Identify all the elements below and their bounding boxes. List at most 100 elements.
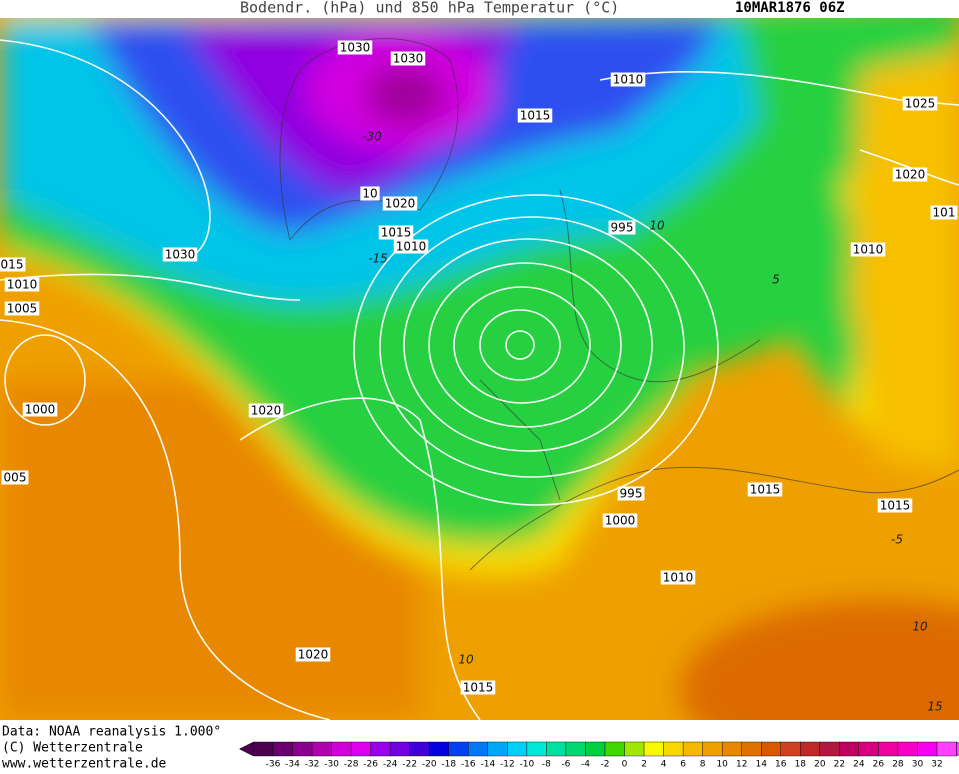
colorbar-swatch (917, 741, 938, 757)
colorbar-label: -8 (542, 760, 551, 770)
colorbar-swatch (839, 741, 860, 757)
isobar-label: 1015 (750, 483, 781, 497)
isobar-label-box (617, 486, 645, 501)
colorbar-label: -14 (480, 760, 495, 770)
temperature-label: -15 (368, 252, 388, 266)
colorbar-swatch (624, 741, 645, 757)
isobar-label: 1000 (25, 403, 56, 417)
isobar-label: 1020 (385, 197, 416, 211)
colorbar-label: -6 (561, 760, 570, 770)
isobar-label-box (460, 680, 496, 695)
isobar-label-box (393, 239, 429, 254)
isobar-label-box (0, 257, 26, 272)
isobar-label: 005 (4, 471, 27, 485)
isobar-label-box (337, 40, 373, 55)
colorbar-label: 28 (892, 760, 904, 770)
colorbar-label: -26 (363, 760, 378, 770)
colorbar-label: -22 (402, 760, 417, 770)
colorbar-swatch (526, 741, 547, 757)
colorbar-label: 6 (680, 760, 686, 770)
colorbar-swatch (507, 741, 528, 757)
colorbar-label: 20 (814, 760, 826, 770)
colorbar-label: 2 (641, 760, 647, 770)
colorbar-swatch (878, 741, 899, 757)
temperature-label: 10 (649, 219, 665, 233)
colorbar-swatch (350, 741, 371, 757)
isobar-label: 995 (620, 487, 643, 501)
isobar-label-box (608, 220, 636, 235)
colorbar-label: 30 (912, 760, 924, 770)
colorbar-swatch (936, 741, 957, 757)
colorbar-arrow-right (956, 741, 959, 757)
colorbar-swatch (858, 741, 879, 757)
isobar-label: 015 (1, 258, 24, 272)
colorbar-label: 14 (756, 760, 768, 770)
colorbar-swatch (565, 741, 586, 757)
colorbar-label: -10 (520, 760, 535, 770)
isobar-label: 10 (362, 187, 377, 201)
colorbar-swatch (702, 741, 723, 757)
temperature-label: 10 (458, 653, 474, 667)
colorbar-swatch (780, 741, 801, 757)
colorbar-swatch (761, 741, 781, 757)
footer: Data: NOAA reanalysis 1.000° (C) Wetterz… (2, 725, 221, 772)
colorbar-label: -16 (461, 760, 476, 770)
colorbar-swatch (741, 741, 762, 757)
colorbar-swatch (682, 741, 703, 757)
isobar-label-box (4, 301, 40, 316)
isobar-label: 1015 (520, 109, 551, 123)
isobar-label: 1020 (251, 404, 282, 418)
isobar-label: 1015 (880, 499, 911, 513)
temperature-label: -5 (891, 533, 903, 547)
colorbar-label: 0 (622, 760, 628, 770)
colorbar-arrow-left (238, 741, 254, 757)
isobar-label-box (877, 498, 913, 513)
colorbar-swatch (800, 741, 821, 757)
isobar-label: 1030 (165, 248, 196, 262)
footer-line: Data: NOAA reanalysis 1.000° (2, 725, 221, 740)
colorbar-swatch (721, 741, 742, 757)
colorbar-swatch (487, 741, 508, 757)
colorbar-swatch (643, 741, 664, 757)
colorbar-label: -24 (383, 760, 398, 770)
isobar-label-box (162, 247, 198, 262)
colorbar-swatch (409, 741, 430, 757)
colorbar-swatch (331, 741, 352, 757)
isobar-label: 101 (933, 206, 956, 220)
colorbar-label: -4 (581, 760, 590, 770)
isobar-label: 1015 (381, 226, 412, 240)
colorbar-label: -34 (285, 760, 300, 770)
isobar-label: 1010 (853, 243, 884, 257)
colorbar-label: -2 (601, 760, 610, 770)
isobar-label-box (295, 647, 331, 662)
colorbar-label: -18 (441, 760, 456, 770)
temperature-label: 5 (772, 273, 780, 287)
footer-line: www.wetterzentrale.de (2, 757, 167, 771)
colorbar-swatch (585, 741, 606, 757)
colorbar-swatch (468, 741, 489, 757)
isobar-label: 1030 (340, 41, 371, 55)
colorbar-swatch (389, 741, 410, 757)
isobar-label-box (4, 277, 40, 292)
colorbar-swatch (897, 741, 918, 757)
isobar-label-box (390, 51, 426, 66)
colorbar-swatch (429, 741, 449, 757)
isobar-label-box (930, 205, 958, 220)
colorbar-label: 32 (931, 760, 942, 770)
isobar-label-box (660, 570, 696, 585)
isobar-label-box (850, 242, 886, 257)
map-date: 10MAR1876 06Z (735, 0, 845, 16)
isobar-label-box (602, 513, 638, 528)
isobar-label: 1005 (7, 302, 38, 316)
colorbar-swatch (604, 741, 625, 757)
colorbar-label: 26 (873, 760, 885, 770)
isobar-label: 1015 (463, 681, 494, 695)
colorbar-swatch (311, 741, 332, 757)
isobar-label: 1010 (613, 73, 644, 87)
isobar-label: 1020 (298, 648, 329, 662)
colorbar-label: -20 (422, 760, 437, 770)
colorbar-label: -28 (344, 760, 359, 770)
isobar-label-box (382, 196, 418, 211)
